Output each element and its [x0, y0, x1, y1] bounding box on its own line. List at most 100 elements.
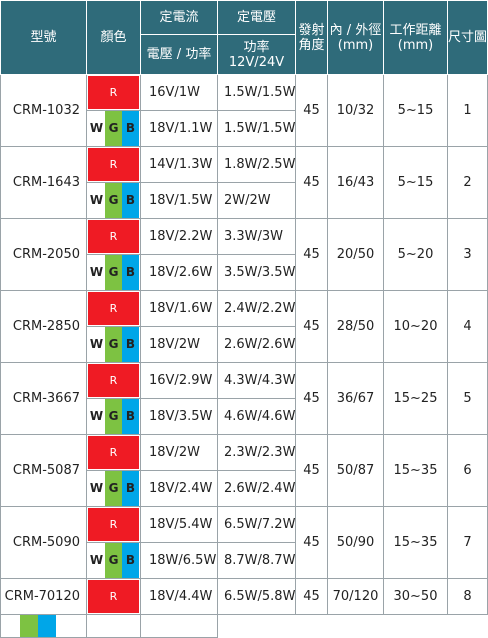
model-cell: CRM-5087	[0, 434, 87, 507]
header-model: 型號	[0, 0, 87, 75]
diameter-cell: 16/43	[327, 146, 384, 219]
table-row: CRM-5087 R 18V/2W 2.3W/2.3W 45 50/87 15~35 6	[0, 434, 488, 507]
header-diameter: 內 / 外徑 (mm)	[327, 0, 384, 75]
blue-swatch: B	[122, 183, 139, 218]
cc-value-cell: 14V/1.3W	[140, 146, 218, 183]
table-row: CRM-70120 R 18V/4.4W 6.5W/5.8W 45 70/120 30~50…	[0, 578, 488, 615]
distance-cell: 30~50	[383, 578, 448, 615]
distance-cell: 5~20	[383, 218, 448, 291]
cc-value-cell: 18V/2.6W	[140, 254, 218, 291]
blue-swatch: B	[122, 255, 139, 290]
header-distance: 工作距離(mm)	[383, 0, 448, 75]
cc-value-cell: 18W/6.5W	[140, 542, 218, 579]
angle-cell: 45	[295, 362, 328, 435]
diameter-cell: 36/67	[327, 362, 384, 435]
header-cc-sub: 電壓 / 功率	[140, 34, 218, 75]
cc-value-cell: 18V/5.4W	[140, 506, 218, 543]
table-row: W G B 18V/2.6W 3.5W/3.5W	[1, 254, 488, 291]
size-cell: 7	[447, 506, 488, 579]
size-cell: 5	[447, 362, 488, 435]
header-cc-group: 定電流	[140, 0, 218, 35]
color-red-cell: R	[86, 362, 141, 399]
size-cell: 2	[447, 146, 488, 219]
blue-swatch: B	[122, 399, 139, 434]
white-swatch: W	[88, 471, 105, 506]
cv-value-cell	[140, 614, 218, 638]
distance-cell: 15~35	[383, 434, 448, 507]
white-swatch: W	[88, 255, 105, 290]
white-swatch: W	[88, 543, 105, 578]
color-red-cell: R	[86, 74, 141, 111]
color-red-cell: R	[86, 290, 141, 327]
size-cell: 6	[447, 434, 488, 507]
cv-value-cell: 6.5W/5.8W	[217, 578, 296, 615]
angle-cell: 45	[295, 434, 328, 507]
table-row: CRM-5090 R 18V/5.4W 6.5W/7.2W 45 50/90 15~35 7	[0, 506, 488, 579]
diameter-cell: 28/50	[327, 290, 384, 363]
distance-cell: 5~15	[383, 146, 448, 219]
cc-value-cell: 16V/1W	[140, 74, 218, 111]
table-row: CRM-2850 R 18V/1.6W 2.4W/2.2W 45 28/50 10~20 4	[0, 290, 488, 363]
cc-value-cell: 18V/2.2W	[140, 218, 218, 255]
cv-value-cell: 4.6W/4.6W	[217, 398, 296, 435]
color-wgb-cell	[0, 614, 87, 638]
table-row: W G B 18V/3.5W 4.6W/4.6W	[1, 398, 488, 435]
white-swatch: W	[88, 183, 105, 218]
header-angle: 發射角度	[295, 0, 328, 75]
green-swatch: G	[105, 399, 122, 434]
size-cell: 4	[447, 290, 488, 363]
cv-value-cell: 2W/2W	[217, 182, 296, 219]
color-red-cell: R	[86, 218, 141, 255]
color-red-cell: R	[86, 146, 141, 183]
cv-value-cell: 2.3W/2.3W	[217, 434, 296, 471]
color-red-cell: R	[86, 434, 141, 471]
header-cv-sub-line2: 12V/24V	[228, 54, 285, 70]
cv-value-cell: 4.3W/4.3W	[217, 362, 296, 399]
distance-cell: 15~35	[383, 506, 448, 579]
cv-value-cell: 1.8W/2.5W	[217, 146, 296, 183]
angle-cell: 45	[295, 218, 328, 291]
header-cv-group: 定電壓	[217, 0, 296, 35]
table-row: W G B 18V/2W 2.6W/2.6W	[1, 326, 488, 363]
cc-value-cell: 16V/2.9W	[140, 362, 218, 399]
distance-cell: 15~25	[383, 362, 448, 435]
cv-value-cell: 3.5W/3.5W	[217, 254, 296, 291]
blue-swatch: B	[122, 111, 139, 146]
white-swatch: W	[88, 111, 105, 146]
cc-value-cell: 18V/4.4W	[140, 578, 218, 615]
blue-swatch: B	[122, 471, 139, 506]
model-cell: CRM-2050	[0, 218, 87, 291]
white-swatch	[2, 615, 20, 637]
cv-value-cell: 2.6W/2.4W	[217, 470, 296, 507]
red-swatch: R	[88, 508, 139, 541]
size-cell: 3	[447, 218, 488, 291]
table-row: W G B 18W/6.5W 8.7W/8.7W	[1, 542, 488, 579]
model-cell: CRM-1643	[0, 146, 87, 219]
diameter-cell: 20/50	[327, 218, 384, 291]
model-cell: CRM-3667	[0, 362, 87, 435]
table-row: CRM-1643 R 14V/1.3W 1.8W/2.5W 45 16/43 5~15 2	[0, 146, 488, 219]
color-red-cell: R	[86, 506, 141, 543]
model-cell: CRM-2850	[0, 290, 87, 363]
cv-value-cell: 3.3W/3W	[217, 218, 296, 255]
size-cell: 1	[447, 74, 488, 147]
model-cell: CRM-1032	[0, 74, 87, 147]
red-swatch: R	[88, 436, 139, 469]
cc-value-cell	[86, 614, 141, 638]
cc-value-cell: 18V/2.4W	[140, 470, 218, 507]
green-swatch: G	[105, 183, 122, 218]
cv-value-cell: 2.6W/2.6W	[217, 326, 296, 363]
red-swatch: R	[88, 220, 139, 253]
table-row	[0, 614, 488, 638]
distance-cell: 5~15	[383, 74, 448, 147]
red-swatch: R	[88, 292, 139, 325]
